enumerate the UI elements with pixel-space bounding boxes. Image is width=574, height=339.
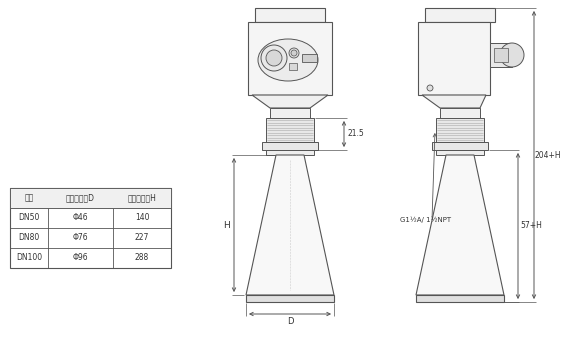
Circle shape <box>427 85 433 91</box>
Polygon shape <box>416 155 504 295</box>
Bar <box>494 48 508 62</box>
Polygon shape <box>252 95 328 108</box>
Bar <box>432 142 488 150</box>
Text: D: D <box>287 318 293 326</box>
Bar <box>266 150 314 155</box>
Text: DN50: DN50 <box>18 214 40 222</box>
Bar <box>302 54 317 62</box>
Text: Φ46: Φ46 <box>73 214 88 222</box>
Text: 227: 227 <box>135 234 149 242</box>
Bar <box>436 150 484 155</box>
Text: H: H <box>224 220 230 230</box>
Text: 288: 288 <box>135 254 149 262</box>
Bar <box>416 295 504 302</box>
Bar <box>266 118 314 142</box>
Bar <box>289 63 297 70</box>
Text: DN100: DN100 <box>16 254 42 262</box>
Polygon shape <box>422 95 486 108</box>
Bar <box>418 22 490 95</box>
Circle shape <box>266 50 282 66</box>
Bar <box>440 108 480 118</box>
Bar <box>425 8 495 22</box>
Text: 喇叭口直径D: 喇叭口直径D <box>66 194 95 202</box>
Bar <box>270 108 310 118</box>
Bar <box>246 295 334 302</box>
Text: 21.5: 21.5 <box>348 129 364 139</box>
Circle shape <box>261 45 287 71</box>
Text: 喇叭口高度H: 喇叭口高度H <box>127 194 157 202</box>
Bar <box>248 22 332 95</box>
Bar <box>262 142 318 150</box>
Text: Φ96: Φ96 <box>73 254 88 262</box>
Circle shape <box>291 50 297 56</box>
Bar <box>490 43 512 67</box>
Circle shape <box>500 43 524 67</box>
Text: Φ76: Φ76 <box>73 234 88 242</box>
Text: 57+H: 57+H <box>520 221 542 231</box>
Text: DN80: DN80 <box>18 234 40 242</box>
Polygon shape <box>246 155 334 295</box>
Bar <box>10 188 171 268</box>
Bar <box>255 8 325 22</box>
Text: 法兰: 法兰 <box>24 194 34 202</box>
Text: 204+H: 204+H <box>535 151 561 160</box>
Ellipse shape <box>258 39 318 81</box>
Circle shape <box>289 48 299 58</box>
Text: G1½A/ 1½NPT: G1½A/ 1½NPT <box>400 217 451 223</box>
Text: 140: 140 <box>135 214 149 222</box>
Bar <box>436 118 484 142</box>
Bar <box>10 188 171 208</box>
